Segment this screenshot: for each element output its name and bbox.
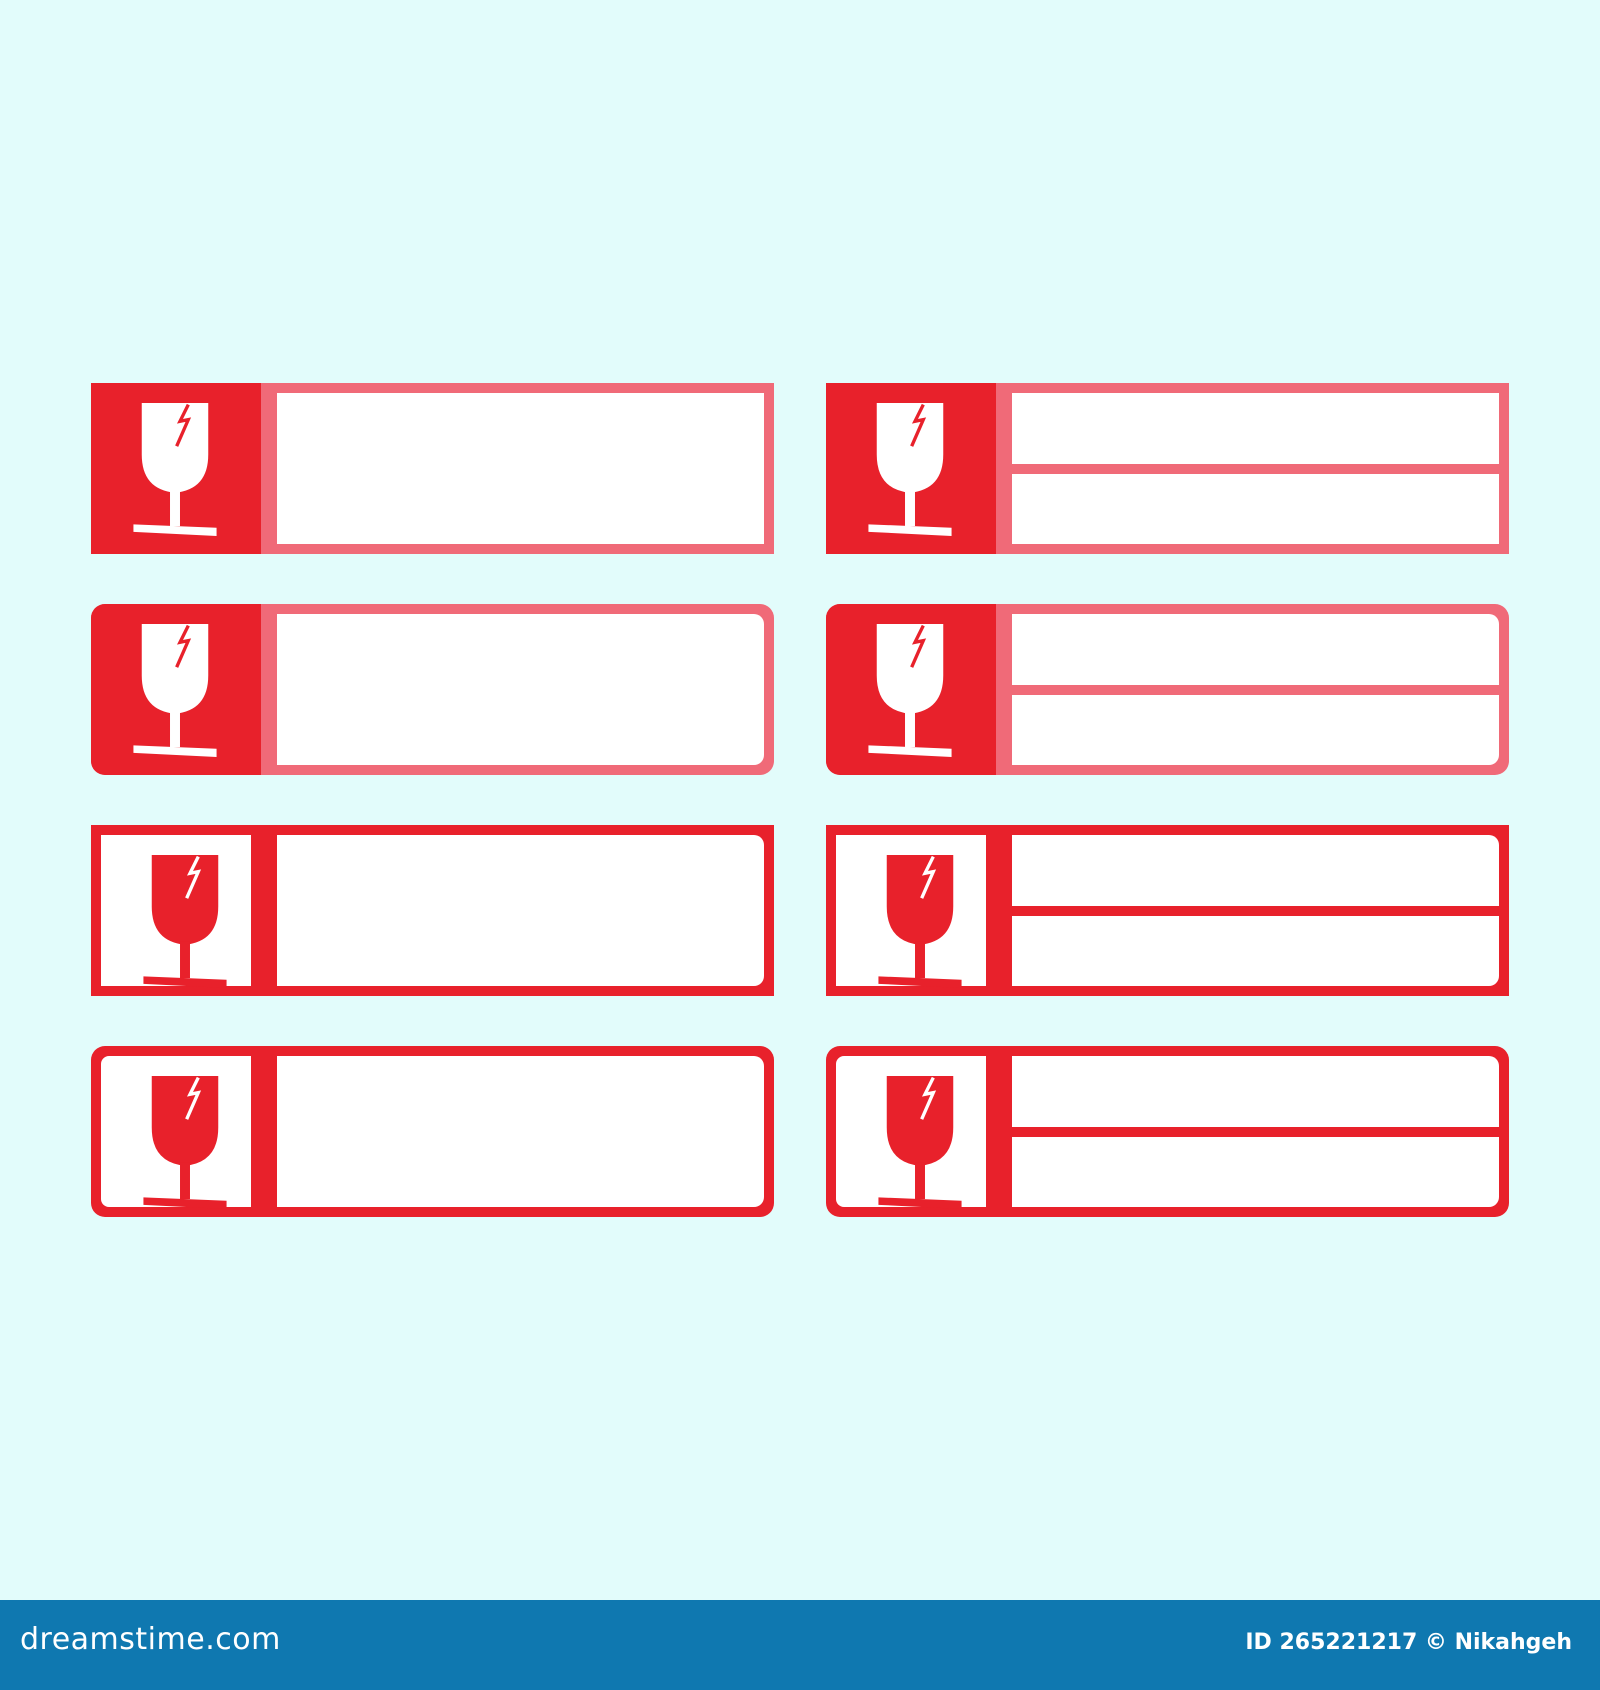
icon-panel [101, 1056, 251, 1209]
icon-panel [836, 1056, 986, 1209]
write-in-field[interactable] [277, 393, 764, 544]
fragile-glass-icon [133, 403, 217, 536]
write-in-line-1[interactable] [1012, 614, 1499, 685]
fragile-label [91, 1046, 774, 1217]
write-in-line-2[interactable] [1012, 473, 1499, 544]
icon-panel [101, 835, 251, 988]
fragile-glass-icon [868, 624, 952, 757]
write-in-line-1[interactable] [1012, 1056, 1499, 1127]
icon-panel [91, 604, 261, 775]
write-in-field[interactable] [277, 1056, 764, 1207]
fragile-label [826, 1046, 1509, 1217]
fragile-glass-icon [133, 624, 217, 757]
fragile-label [91, 383, 774, 554]
fragile-glass-icon [868, 403, 952, 536]
fragile-glass-icon [143, 1076, 227, 1209]
footer-bar: dreamstime.com ID 265221217 © Nikahgeh [0, 1600, 1600, 1690]
write-in-field[interactable] [277, 835, 764, 986]
fragile-label [826, 604, 1509, 775]
write-in-line-2[interactable] [1012, 915, 1499, 986]
write-in-line-2[interactable] [1012, 694, 1499, 765]
write-in-line-1[interactable] [1012, 393, 1499, 464]
write-in-line-1[interactable] [1012, 835, 1499, 906]
fragile-label [91, 825, 774, 996]
fragile-label [826, 383, 1509, 554]
write-in-field[interactable] [277, 614, 764, 765]
fragile-label [826, 825, 1509, 996]
image-credit: ID 265221217 © Nikahgeh [1245, 1630, 1572, 1655]
write-in-line-2[interactable] [1012, 1136, 1499, 1207]
fragile-glass-icon [878, 855, 962, 988]
fragile-glass-icon [878, 1076, 962, 1209]
icon-panel [836, 835, 986, 988]
brand-logo: dreamstime.com [20, 1622, 281, 1657]
icon-panel [826, 383, 996, 554]
icon-panel [826, 604, 996, 775]
fragile-label [91, 604, 774, 775]
icon-panel [91, 383, 261, 554]
fragile-glass-icon [143, 855, 227, 988]
